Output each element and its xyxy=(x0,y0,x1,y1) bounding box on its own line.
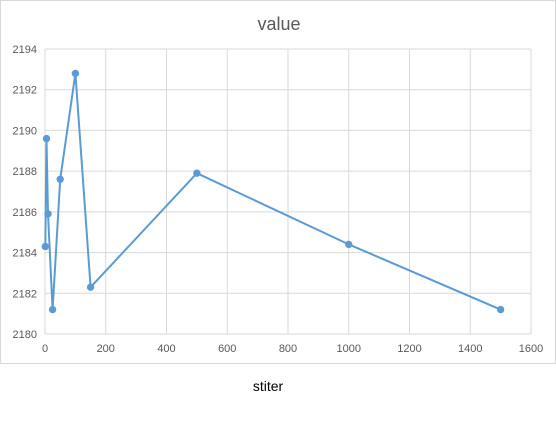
y-tick-label: 2190 xyxy=(13,125,37,137)
x-tick-label: 1600 xyxy=(519,343,543,355)
tick-labels: 2180 2182 2184 2186 2188 2190 2192 2194 0 200 400 6… xyxy=(13,44,544,355)
data-point xyxy=(42,243,48,249)
y-tick-label: 2182 xyxy=(13,288,37,300)
data-point xyxy=(346,241,352,247)
x-tick-label: 1400 xyxy=(458,343,482,355)
data-point xyxy=(194,170,200,176)
chart-title: value xyxy=(257,14,300,34)
y-tick-label: 2188 xyxy=(13,166,37,178)
data-point xyxy=(43,135,49,141)
data-point xyxy=(497,306,503,312)
series-line xyxy=(45,73,500,309)
x-tick-label: 200 xyxy=(97,343,115,355)
data-point xyxy=(72,70,78,76)
x-tick-label: 1000 xyxy=(337,343,361,355)
x-tick-label: 600 xyxy=(218,343,236,355)
x-tick-label: 0 xyxy=(42,343,48,355)
y-tick-label: 2186 xyxy=(13,207,37,219)
data-series xyxy=(42,70,504,313)
y-tick-label: 2192 xyxy=(13,85,37,97)
x-tick-label: 800 xyxy=(279,343,297,355)
data-point xyxy=(57,176,63,182)
x-tick-label: 1200 xyxy=(397,343,421,355)
x-tick-label: 400 xyxy=(157,343,175,355)
chart-area: value 2180 2182 2184 2186 2188 2190 2192 2194 0 2… xyxy=(0,0,556,364)
y-tick-label: 2194 xyxy=(13,44,37,56)
data-point xyxy=(45,211,51,217)
x-axis-title: stiter xyxy=(0,378,536,394)
data-point xyxy=(49,306,55,312)
y-tick-label: 2180 xyxy=(13,329,37,341)
y-tick-label: 2184 xyxy=(13,248,37,260)
data-point xyxy=(87,284,93,290)
